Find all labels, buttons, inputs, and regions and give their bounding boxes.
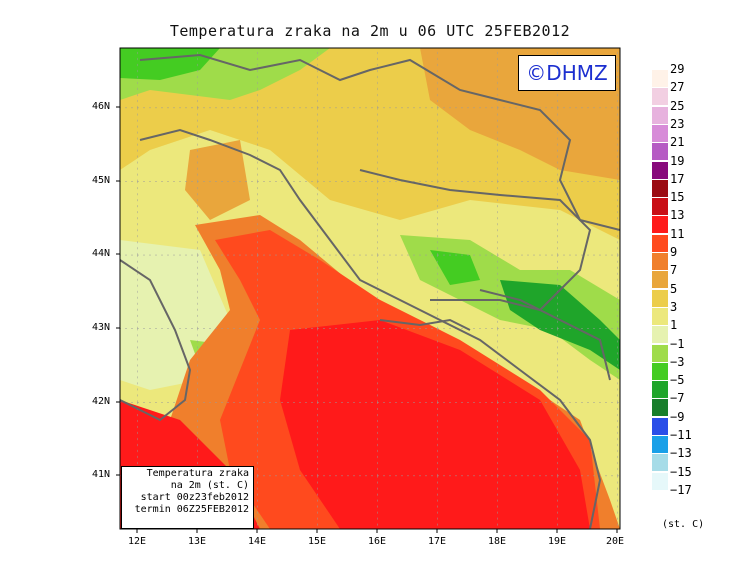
legend-label: 5 bbox=[670, 281, 678, 296]
info-box: Temperatura zraka na 2m (st. C) start 00… bbox=[121, 466, 254, 529]
legend-swatch bbox=[652, 307, 668, 325]
legend-swatch bbox=[652, 472, 668, 490]
northern-border bbox=[139, 53, 620, 231]
legend-swatch bbox=[652, 436, 668, 453]
legend-swatch bbox=[652, 124, 668, 142]
legend-label: 19 bbox=[670, 153, 685, 168]
legend-label: 11 bbox=[670, 226, 685, 241]
legend-label: −13 bbox=[670, 446, 692, 461]
legend-label: −9 bbox=[670, 409, 685, 424]
legend-label: −11 bbox=[670, 428, 692, 442]
lon-label-14e: 14E bbox=[248, 536, 267, 547]
info-line-4: termin 06Z25FEB2012 bbox=[134, 504, 249, 515]
map-title: Temperatura zraka na 2m u 06 UTC 25FEB20… bbox=[169, 22, 571, 40]
legend-label: −15 bbox=[670, 464, 692, 479]
legend-swatch bbox=[652, 253, 668, 270]
legend-label: 9 bbox=[670, 245, 678, 259]
legend-swatch bbox=[652, 234, 668, 252]
legend-unit: (st. C) bbox=[662, 519, 705, 530]
legend-label: −17 bbox=[670, 482, 692, 497]
legend-label: 27 bbox=[670, 80, 685, 95]
lat-label-46n: 46N bbox=[92, 101, 111, 112]
lon-label-15e: 15E bbox=[308, 536, 327, 547]
axis-ticks bbox=[116, 106, 618, 533]
legend-swatch bbox=[652, 362, 668, 380]
lat-label-41n: 41N bbox=[92, 469, 111, 480]
legend-swatch bbox=[652, 289, 668, 307]
lon-label-12e: 12E bbox=[128, 536, 147, 547]
legend-label: 1 bbox=[670, 318, 678, 333]
info-line-1: Temperatura zraka bbox=[146, 468, 249, 479]
legend-label: 29 bbox=[670, 62, 685, 76]
lon-label-20e: 20E bbox=[606, 536, 625, 547]
legend-swatch bbox=[652, 179, 668, 197]
info-line-2: na 2m (st. C) bbox=[170, 480, 249, 491]
legend-swatch bbox=[652, 399, 668, 417]
legend-swatch bbox=[652, 143, 668, 161]
italy-coast bbox=[120, 259, 192, 422]
legend-swatch bbox=[652, 344, 668, 362]
dalmatian-islands bbox=[379, 318, 471, 331]
legend-label: −3 bbox=[670, 354, 685, 369]
legend-swatch bbox=[652, 161, 668, 179]
legend-swatch bbox=[652, 198, 668, 216]
legend-label: 3 bbox=[670, 299, 678, 314]
lon-label-13e: 13E bbox=[188, 536, 207, 547]
legend-label: 17 bbox=[670, 171, 685, 186]
legend-swatch bbox=[652, 106, 668, 124]
dhmz-logo: ©DHMZ bbox=[518, 55, 616, 91]
legend-swatch bbox=[652, 381, 668, 399]
legend-label: 13 bbox=[670, 208, 685, 223]
legend-label: −5 bbox=[670, 373, 685, 388]
legend-swatch bbox=[652, 326, 668, 344]
legend-swatch bbox=[652, 271, 668, 289]
legend-swatch bbox=[652, 417, 668, 435]
legend-swatch bbox=[652, 88, 668, 106]
croatia-border bbox=[359, 169, 592, 312]
plot-frame bbox=[119, 47, 621, 530]
info-line-3: start 00z23feb2012 bbox=[140, 492, 249, 503]
legend-label: −7 bbox=[670, 391, 685, 406]
lat-label-45n: 45N bbox=[92, 175, 111, 186]
graticule bbox=[120, 48, 620, 529]
legend-swatch bbox=[652, 70, 668, 87]
legend-label: −1 bbox=[670, 336, 685, 351]
lat-label-44n: 44N bbox=[92, 248, 111, 259]
legend-swatch bbox=[652, 454, 668, 472]
lat-label-43n: 43N bbox=[92, 322, 111, 333]
legend-swatch bbox=[652, 216, 668, 234]
lon-label-16e: 16E bbox=[368, 536, 387, 547]
legend-label: 21 bbox=[670, 135, 685, 150]
legend-label: 25 bbox=[670, 98, 685, 113]
legend-label: 23 bbox=[670, 116, 685, 131]
lat-label-42n: 42N bbox=[92, 396, 111, 407]
legend-label: 7 bbox=[670, 263, 678, 278]
bosnia-border bbox=[479, 289, 611, 381]
lon-label-18e: 18E bbox=[488, 536, 507, 547]
lon-label-17e: 17E bbox=[428, 536, 447, 547]
adriatic-east-coast bbox=[139, 128, 602, 529]
legend-label: 15 bbox=[670, 190, 685, 205]
lon-label-19e: 19E bbox=[548, 536, 567, 547]
